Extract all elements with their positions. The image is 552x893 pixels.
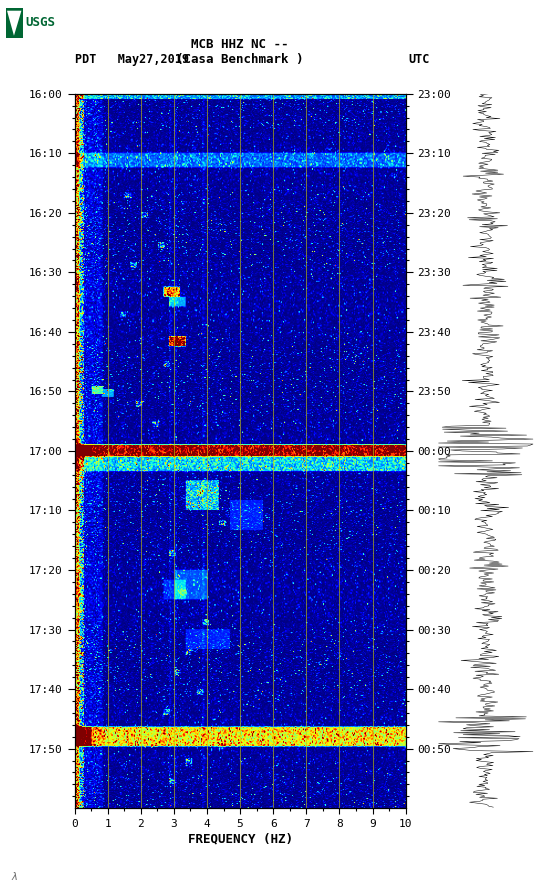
Text: USGS: USGS [25,16,55,29]
X-axis label: FREQUENCY (HZ): FREQUENCY (HZ) [188,833,293,846]
Text: MCB HHZ NC --: MCB HHZ NC -- [192,38,289,51]
Polygon shape [7,11,22,36]
Text: $\lambda$: $\lambda$ [11,870,18,881]
Text: UTC: UTC [408,54,430,66]
Bar [6,8,23,38]
Text: PDT   May27,2019: PDT May27,2019 [75,54,189,66]
Text: (Casa Benchmark ): (Casa Benchmark ) [177,54,304,66]
